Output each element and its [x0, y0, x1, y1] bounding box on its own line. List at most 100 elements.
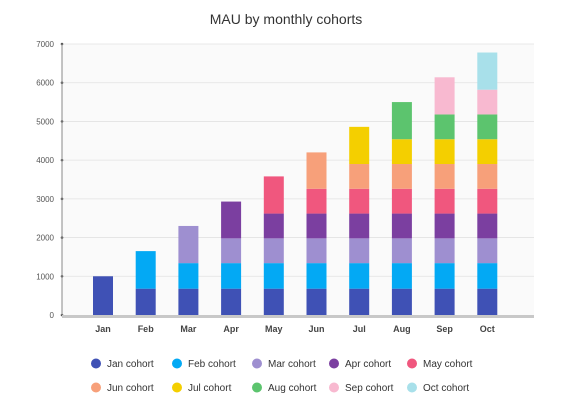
bar-segment: [306, 288, 327, 315]
bar-segment: [263, 238, 284, 264]
legend-item[interactable]: Mar cohort: [252, 358, 316, 371]
bar-segment: [477, 139, 498, 165]
legend-label: May cohort: [423, 359, 473, 370]
bar-segment: [135, 251, 156, 289]
x-tick-label: Jul: [353, 324, 366, 334]
x-axis: Jan Feb Mar Apr May Jun Jul Aug Sep Oct: [62, 315, 534, 334]
bar-segment: [477, 114, 498, 140]
x-tick-label: Sep: [436, 324, 453, 334]
x-tick-label: May: [265, 324, 283, 334]
bar-segment: [391, 238, 412, 264]
x-tick-label: Apr: [223, 324, 239, 334]
bar-segment: [306, 188, 327, 214]
y-tick-label: 7000: [36, 40, 54, 49]
y-axis: 0 1000 2000 3000 4000 5000 6000 7000: [36, 40, 64, 320]
bar-segment: [477, 89, 498, 115]
bar-segment: [306, 238, 327, 264]
legend-label: Apr cohort: [345, 359, 391, 370]
bar-segment: [434, 213, 455, 239]
bar-segment: [263, 213, 284, 239]
legend-swatch: [252, 382, 262, 393]
y-tick-label: 4000: [36, 156, 54, 165]
bar-segment: [349, 213, 370, 239]
bar-segment: [221, 288, 242, 315]
bar-segment: [178, 263, 199, 289]
bar-segment: [477, 213, 498, 239]
bar-segment: [391, 213, 412, 239]
legend-item[interactable]: May cohort: [407, 358, 473, 371]
legend-swatch: [329, 358, 339, 369]
legend-swatch: [329, 382, 339, 393]
bar-segment: [306, 152, 327, 189]
bar-segment: [477, 238, 498, 264]
legend-label: Jul cohort: [188, 383, 232, 394]
bar-segment: [391, 263, 412, 289]
bar-segment: [434, 188, 455, 214]
bar-segment: [221, 238, 242, 264]
plot-area: [62, 44, 534, 316]
y-tick-label: 3000: [36, 195, 54, 204]
legend-swatch: [407, 358, 417, 369]
bar-segment: [391, 288, 412, 315]
grid-lines: [62, 43, 534, 277]
bar-segment: [306, 213, 327, 239]
legend-swatch: [91, 382, 101, 393]
legend-item[interactable]: Feb cohort: [172, 358, 236, 371]
legend-swatch: [172, 358, 182, 369]
y-tick-label: 1000: [36, 272, 54, 281]
y-tick-label: 5000: [36, 117, 54, 126]
legend-label: Aug cohort: [268, 383, 317, 394]
bar-segment: [263, 263, 284, 289]
bar-segment: [349, 288, 370, 315]
x-tick-label: Aug: [393, 324, 411, 334]
y-tick-label: 0: [50, 311, 55, 320]
legend-item[interactable]: Oct cohort: [407, 382, 469, 395]
legend-label: Oct cohort: [423, 383, 469, 394]
legend-item[interactable]: Aug cohort: [252, 382, 317, 395]
legend-item[interactable]: Jun cohort: [91, 382, 154, 395]
bar-segment: [263, 176, 284, 214]
bar-segment: [477, 188, 498, 214]
bar-segment: [263, 288, 284, 315]
x-tick-label: Mar: [180, 324, 197, 334]
legend-label: Sep cohort: [345, 383, 394, 394]
bar-segment: [221, 263, 242, 289]
bar-segment: [349, 126, 370, 165]
bar-segment: [434, 77, 455, 115]
chart-title: MAU by monthly cohorts: [210, 11, 363, 27]
legend-swatch: [252, 358, 262, 369]
legend-item[interactable]: Jul cohort: [172, 382, 232, 395]
bar-segment: [477, 288, 498, 315]
bar-segment: [349, 164, 370, 189]
legend-label: Feb cohort: [188, 359, 236, 370]
y-tick-label: 2000: [36, 234, 54, 243]
bar-segment: [391, 164, 412, 189]
bar-segment: [391, 139, 412, 165]
legend-swatch: [91, 358, 101, 369]
bar-segment: [477, 164, 498, 189]
bar-segment: [178, 288, 199, 315]
legend-item[interactable]: Apr cohort: [329, 358, 391, 371]
y-tick-label: 6000: [36, 79, 54, 88]
x-axis-line: [62, 315, 534, 318]
bars: [93, 52, 498, 315]
bar-segment: [349, 238, 370, 264]
bar-segment: [434, 139, 455, 165]
legend-label: Jan cohort: [107, 359, 154, 370]
bar-segment: [93, 276, 113, 315]
legend-item[interactable]: Sep cohort: [329, 382, 394, 395]
bar-segment: [349, 263, 370, 289]
bar-segment: [306, 263, 327, 289]
bar-segment: [349, 188, 370, 214]
bar-segment: [434, 288, 455, 315]
bar-segment: [477, 52, 498, 90]
legend-swatch: [172, 382, 182, 393]
x-tick-label: Oct: [480, 324, 495, 334]
legend-swatch: [407, 382, 417, 393]
bar-segment: [477, 263, 498, 289]
bar-segment: [434, 238, 455, 264]
bar-segment: [391, 102, 412, 140]
legend-item[interactable]: Jan cohort: [91, 358, 154, 371]
